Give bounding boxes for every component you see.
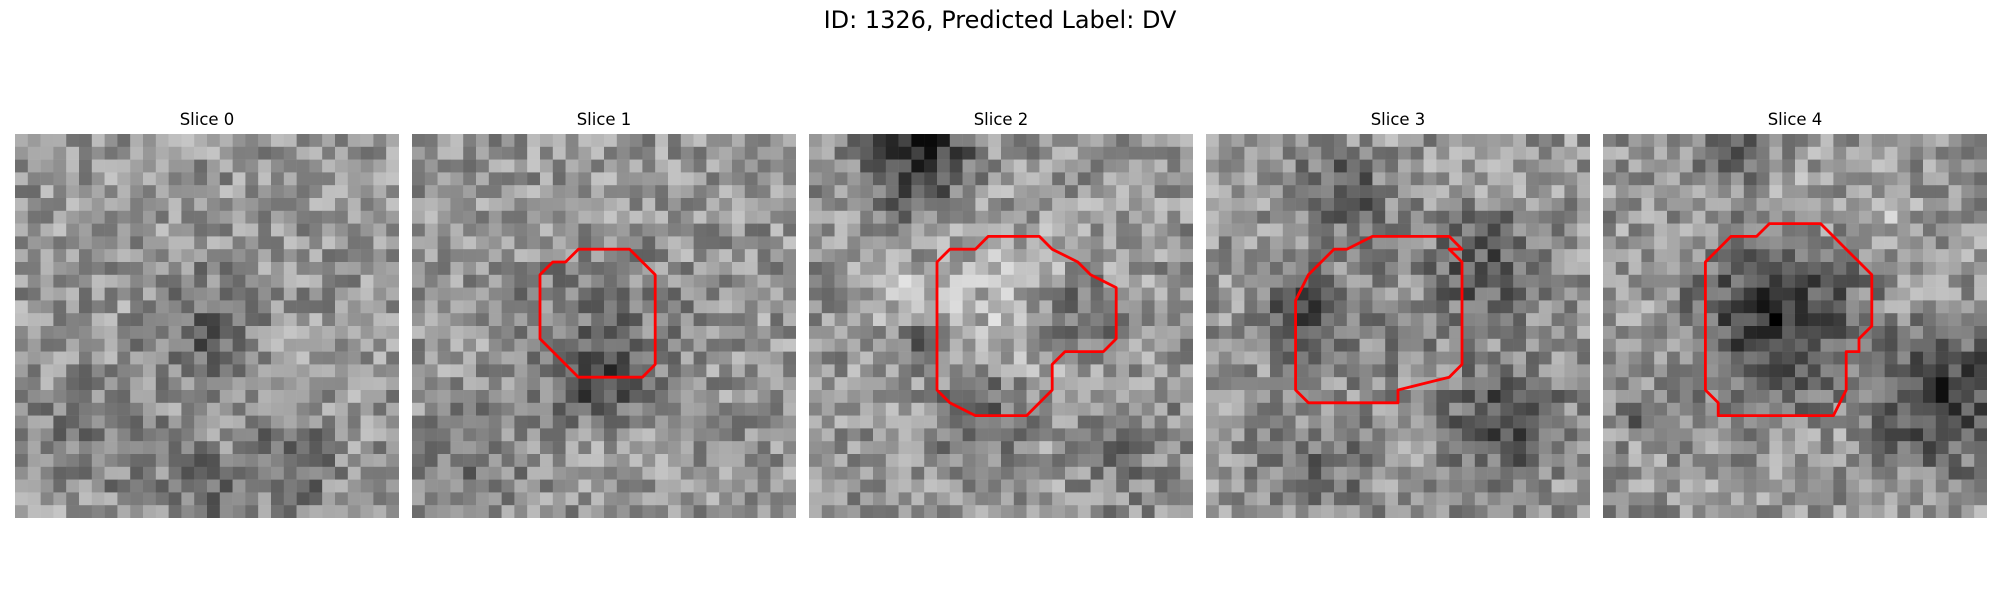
slice-title-4: Slice 4 [1767,110,1823,129]
slice-panel-3: Slice 3 [1206,108,1590,518]
slice-panel-0: Slice 0 [15,108,399,518]
slice-panel-1: Slice 1 [412,108,796,518]
slice-panel-4: Slice 4 [1603,108,1987,518]
figure-title: ID: 1326, Predicted Label: DV [823,6,1177,34]
slice-image-4 [1603,134,1987,518]
segmentation-contour [1294,234,1464,405]
pixel-grid [1206,134,1590,518]
segmentation-contour [1703,222,1874,418]
segmentation-contour [538,247,657,379]
slice-title-3: Slice 3 [1370,110,1426,129]
slice-image-3 [1206,134,1590,518]
slice-title-0: Slice 0 [179,110,235,129]
slice-panel-2: Slice 2 [809,108,1193,518]
segmentation-contour [935,234,1118,418]
slice-image-0 [15,134,399,518]
slice-image-1 [412,134,796,518]
pixel-grid [412,134,796,518]
slice-title-1: Slice 1 [576,110,632,129]
pixel-grid [809,134,1193,518]
slice-title-2: Slice 2 [973,110,1029,129]
pixel-grid [1603,134,1987,518]
slice-image-2 [809,134,1193,518]
pixel-grid [15,134,399,518]
